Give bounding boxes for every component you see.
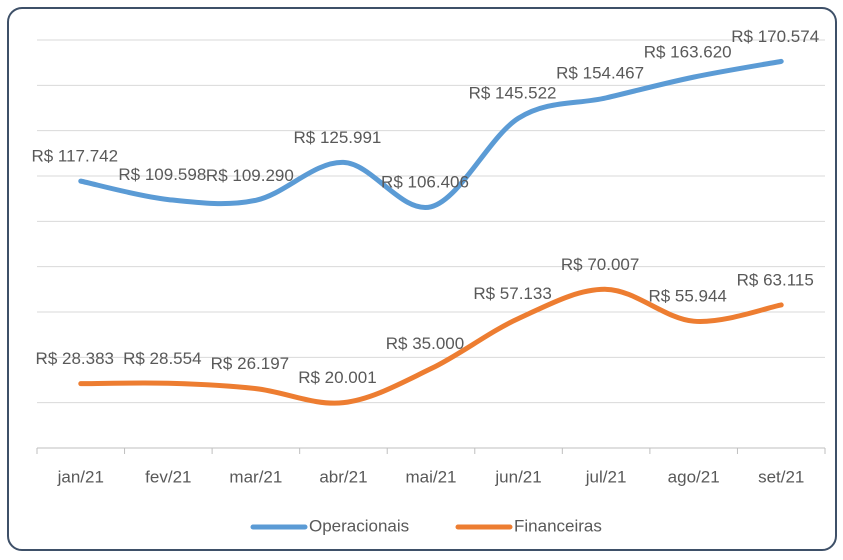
data-label: R$ 35.000 (386, 334, 464, 353)
line-series (78, 58, 784, 210)
data-label: R$ 163.620 (644, 43, 732, 62)
data-label: R$ 26.197 (211, 354, 289, 373)
data-label: R$ 145.522 (469, 84, 557, 103)
legend-label: Operacionais (309, 516, 409, 535)
data-label: R$ 70.007 (561, 255, 639, 274)
x-tick-label: jun/21 (494, 467, 541, 486)
data-label: R$ 63.115 (737, 270, 814, 289)
line-series (78, 286, 784, 406)
data-label: R$ 28.383 (36, 349, 114, 368)
x-tick-label: jul/21 (585, 467, 627, 486)
data-label: R$ 125.991 (293, 128, 381, 147)
data-label: R$ 57.133 (473, 284, 551, 303)
x-tick-label: mai/21 (405, 467, 456, 486)
x-tick-label: jan/21 (57, 467, 104, 486)
data-label: R$ 170.574 (731, 27, 819, 46)
x-tick-label: fev/21 (145, 467, 191, 486)
data-label: R$ 20.001 (298, 368, 376, 387)
legend-label: Financeiras (514, 516, 602, 535)
x-tick-label: abr/21 (319, 467, 367, 486)
chart-frame (7, 7, 837, 551)
data-label: R$ 117.742 (31, 147, 118, 166)
x-tick-label: ago/21 (668, 467, 720, 486)
data-label: R$ 154.467 (556, 63, 644, 82)
x-tick-label: mar/21 (229, 467, 282, 486)
x-tick-label: set/21 (758, 467, 804, 486)
data-label: R$ 28.554 (123, 349, 201, 368)
data-label: R$ 106.406 (381, 172, 469, 191)
data-label: R$ 109.290 (206, 166, 294, 185)
data-label: R$ 55.944 (648, 287, 726, 306)
data-label: R$ 109.598 (118, 165, 206, 184)
